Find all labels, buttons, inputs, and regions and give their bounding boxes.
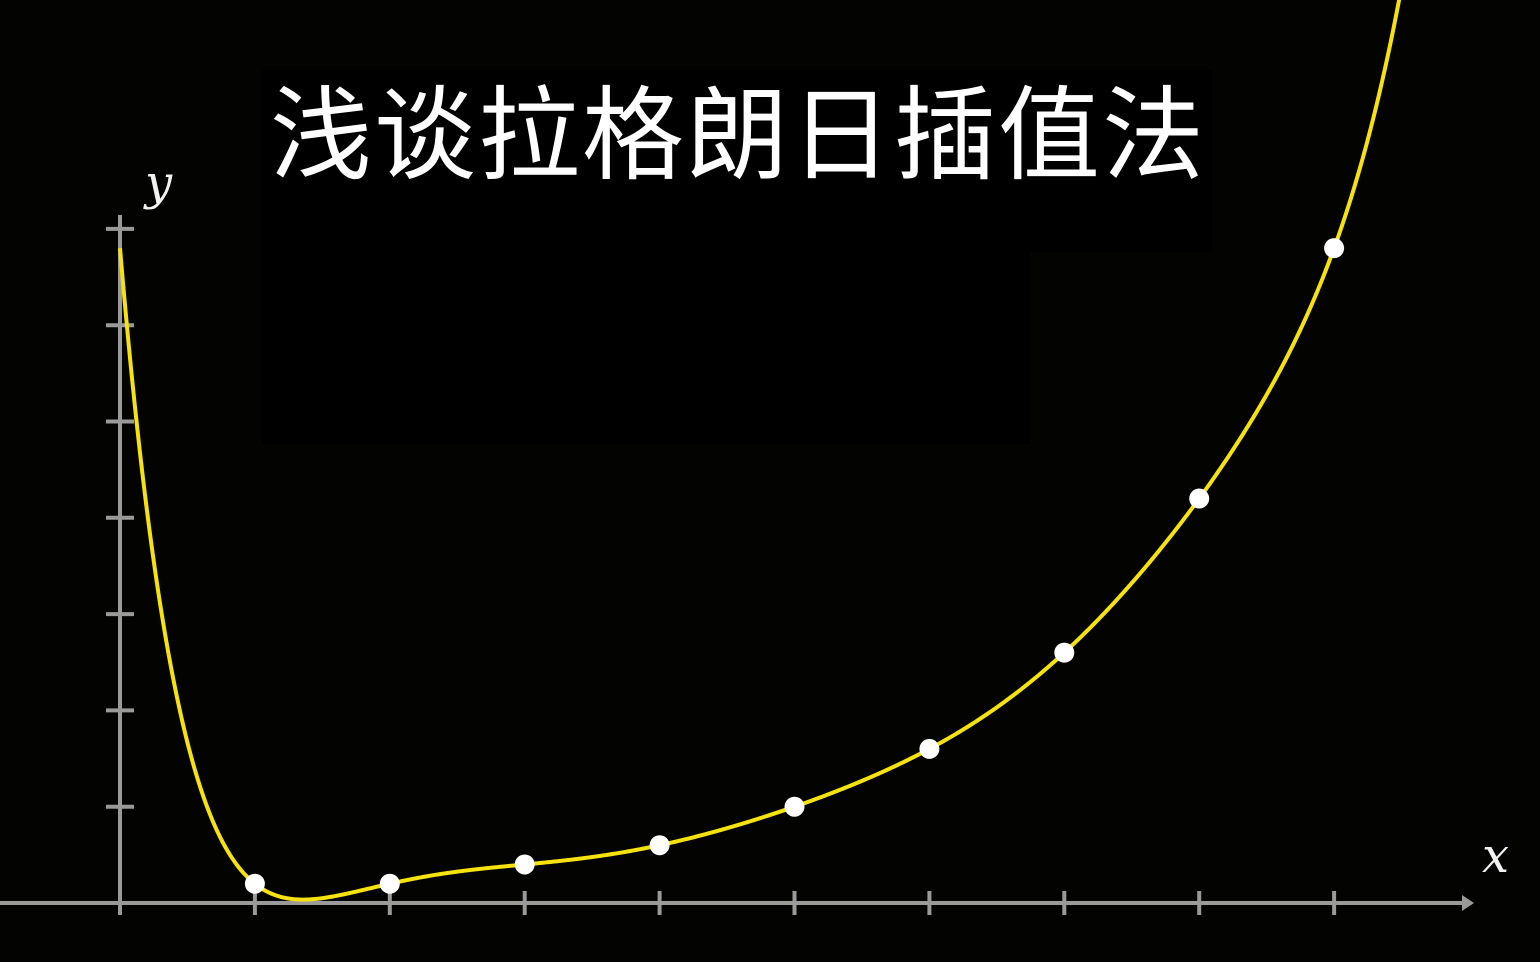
data-point: [1054, 642, 1075, 663]
title-backdrop: [262, 70, 1212, 252]
data-point: [784, 796, 805, 817]
data-point: [379, 873, 400, 894]
y-axis-label: y: [145, 155, 173, 211]
x-axis-arrow: [1462, 895, 1474, 911]
data-point: [649, 835, 670, 856]
data-points: [244, 238, 1345, 894]
data-point: [1324, 238, 1345, 259]
title-backdrop-lower: [262, 240, 1030, 444]
data-point: [919, 738, 940, 759]
x-axis-label: x: [1482, 828, 1510, 884]
data-point: [1189, 488, 1210, 509]
data-point: [514, 854, 535, 875]
data-point: [244, 873, 265, 894]
axes: [0, 215, 1474, 915]
video-title: 浅谈拉格朗日插值法: [270, 77, 1206, 196]
